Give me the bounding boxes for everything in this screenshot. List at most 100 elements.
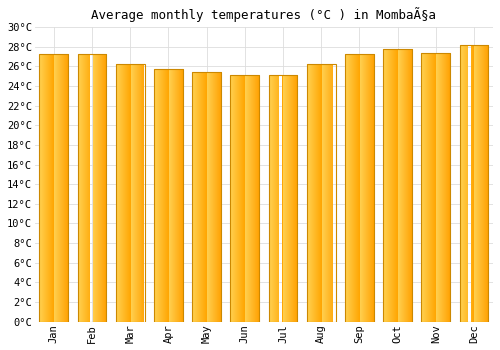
Bar — [42, 54, 43, 322]
Bar — [484, 45, 486, 322]
Bar — [252, 75, 253, 322]
Bar — [78, 54, 106, 322]
Bar — [361, 54, 362, 322]
Bar — [104, 54, 106, 322]
Bar — [161, 69, 162, 322]
Bar — [179, 69, 180, 322]
Bar — [448, 53, 449, 322]
Bar — [474, 45, 476, 322]
Bar — [392, 49, 393, 322]
Bar — [422, 53, 450, 322]
Bar — [182, 69, 184, 322]
Bar — [347, 54, 348, 322]
Bar — [58, 54, 59, 322]
Bar — [120, 64, 121, 322]
Bar — [446, 53, 447, 322]
Bar — [134, 64, 136, 322]
Bar — [181, 69, 182, 322]
Bar — [307, 64, 308, 322]
Bar — [232, 75, 234, 322]
Bar — [68, 54, 69, 322]
Bar — [121, 64, 122, 322]
Bar — [156, 69, 157, 322]
Bar — [486, 45, 488, 322]
Bar — [334, 64, 336, 322]
Bar — [255, 75, 256, 322]
Bar — [280, 75, 281, 322]
Bar — [230, 75, 232, 322]
Bar — [208, 72, 209, 322]
Bar — [230, 75, 259, 322]
Bar — [140, 64, 141, 322]
Bar — [468, 45, 469, 322]
Bar — [40, 54, 68, 322]
Bar — [282, 75, 284, 322]
Bar — [66, 54, 67, 322]
Bar — [160, 69, 161, 322]
Bar — [165, 69, 166, 322]
Bar — [40, 54, 42, 322]
Bar — [128, 64, 130, 322]
Bar — [65, 54, 66, 322]
Bar — [256, 75, 257, 322]
Bar — [54, 54, 56, 322]
Bar — [127, 64, 128, 322]
Bar — [284, 75, 286, 322]
Bar — [428, 53, 430, 322]
Title: Average monthly temperatures (°C ) in MombaÃ§a: Average monthly temperatures (°C ) in Mo… — [92, 7, 436, 22]
Bar — [136, 64, 138, 322]
Bar — [84, 54, 86, 322]
Bar — [386, 49, 387, 322]
Bar — [444, 53, 445, 322]
Bar — [234, 75, 236, 322]
Bar — [411, 49, 412, 322]
Bar — [310, 64, 311, 322]
Bar — [251, 75, 252, 322]
Bar — [408, 49, 409, 322]
Bar — [439, 53, 440, 322]
Bar — [294, 75, 296, 322]
Bar — [163, 69, 164, 322]
Bar — [449, 53, 450, 322]
Bar — [313, 64, 314, 322]
Bar — [169, 69, 170, 322]
Bar — [430, 53, 432, 322]
Bar — [326, 64, 328, 322]
Bar — [351, 54, 352, 322]
Bar — [92, 54, 94, 322]
Bar — [155, 69, 156, 322]
Bar — [244, 75, 246, 322]
Bar — [199, 72, 200, 322]
Bar — [278, 75, 280, 322]
Bar — [383, 49, 384, 322]
Bar — [196, 72, 197, 322]
Bar — [274, 75, 276, 322]
Bar — [290, 75, 292, 322]
Bar — [404, 49, 405, 322]
Bar — [369, 54, 370, 322]
Bar — [204, 72, 205, 322]
Bar — [450, 53, 451, 322]
Bar — [482, 45, 484, 322]
Bar — [311, 64, 312, 322]
Bar — [171, 69, 172, 322]
Bar — [258, 75, 259, 322]
Bar — [385, 49, 386, 322]
Bar — [355, 54, 356, 322]
Bar — [56, 54, 57, 322]
Bar — [399, 49, 400, 322]
Bar — [395, 49, 396, 322]
Bar — [466, 45, 468, 322]
Bar — [162, 69, 163, 322]
Bar — [345, 54, 374, 322]
Bar — [352, 54, 353, 322]
Bar — [117, 64, 118, 322]
Bar — [364, 54, 365, 322]
Bar — [250, 75, 251, 322]
Bar — [360, 54, 361, 322]
Bar — [398, 49, 399, 322]
Bar — [480, 45, 482, 322]
Bar — [211, 72, 212, 322]
Bar — [138, 64, 140, 322]
Bar — [80, 54, 82, 322]
